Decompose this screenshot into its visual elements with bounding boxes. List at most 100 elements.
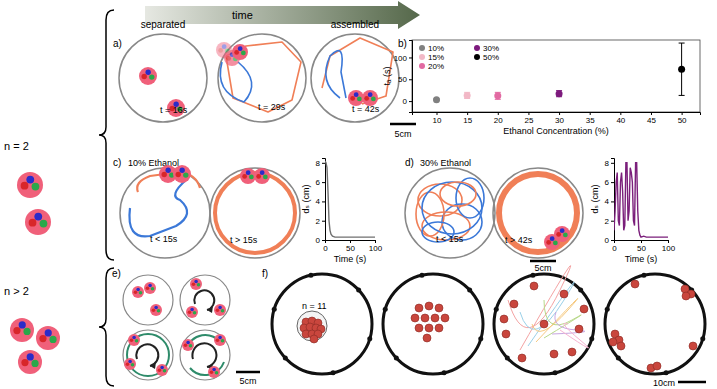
trajectory (215, 173, 295, 253)
particle-body (150, 304, 162, 316)
particle (128, 334, 140, 346)
particle-dot (216, 339, 220, 343)
particle-body (173, 165, 191, 183)
layout: timen = 2n > 2a)separatedassembledt = 16… (4, 1, 706, 388)
particle (653, 362, 661, 370)
arena (383, 274, 483, 374)
plot-area (325, 161, 375, 237)
plot-area (614, 163, 668, 237)
trajectory (499, 174, 577, 252)
particle (124, 358, 136, 370)
y-tick: 6 (605, 178, 614, 187)
particle-dot (128, 360, 132, 364)
particle (144, 282, 156, 294)
particle-dot (241, 51, 246, 56)
particle-dot (234, 50, 239, 55)
arena-marker (664, 370, 669, 375)
particle (580, 305, 588, 313)
particle-dot (226, 56, 231, 61)
arena-marker (394, 355, 399, 360)
particle-dot (21, 359, 28, 366)
x-tick-mark (350, 240, 351, 243)
y-tick-mark (409, 79, 412, 80)
legend-marker (419, 54, 425, 60)
arena-marker (605, 307, 610, 312)
arena-marker (589, 336, 594, 341)
error-cap (679, 95, 685, 96)
particle-dot (193, 311, 197, 315)
particle-dot (130, 339, 134, 343)
panel-label: f) (262, 268, 268, 279)
y-tick-mark (611, 240, 614, 241)
particle-body (139, 67, 157, 85)
y-tick: 0 (403, 97, 412, 106)
particle (232, 44, 248, 60)
legend-label: 10% (428, 44, 444, 53)
particle-body (554, 226, 570, 242)
particle-dot (160, 366, 164, 370)
stage-label: assembled (331, 19, 379, 30)
particle-dot (139, 291, 143, 295)
particle-dot (364, 96, 369, 101)
particle-dot (31, 360, 38, 367)
particle-dot (40, 220, 48, 228)
arena (494, 274, 594, 374)
x-tick-mark (651, 112, 652, 115)
y-tick: 2 (605, 217, 614, 226)
particle-dot (136, 288, 140, 292)
particle-dot (134, 291, 138, 295)
particle-dot (553, 241, 558, 246)
particle-dot (546, 240, 551, 245)
x-tick-mark (668, 240, 669, 243)
legend-marker (419, 63, 425, 69)
particle (411, 314, 419, 322)
particle (423, 334, 431, 342)
x-tick-mark (437, 112, 438, 115)
rotation-arrow (194, 290, 214, 310)
particle (682, 292, 690, 300)
y-tick-label: 6 (316, 178, 321, 187)
y-axis: 02468 (605, 159, 615, 246)
x-tick: 30 (555, 112, 564, 125)
point (556, 90, 563, 97)
arena-marker (419, 273, 424, 278)
scale-bar (678, 381, 706, 384)
particle (609, 338, 617, 346)
arena-marker (308, 273, 313, 278)
particle-dot (126, 363, 130, 367)
x-tick-mark (641, 240, 642, 243)
count-label: n = 11 (302, 301, 327, 311)
particle-body (10, 318, 34, 342)
y-tick-label: 8 (316, 159, 321, 168)
chart: 05010002468Time (s)dₛ (cm) (301, 159, 383, 265)
particle-dot (221, 339, 225, 343)
y-tick-label: 8 (605, 159, 610, 168)
particle-body (214, 334, 226, 346)
y-tick-mark (409, 57, 412, 58)
particle-dot (556, 232, 561, 237)
arena-marker (494, 307, 499, 312)
x-axis: 050100 (612, 240, 675, 253)
particle (518, 354, 526, 362)
particle-dot (27, 353, 34, 360)
time-stamp: t = 16s (160, 105, 188, 115)
scale-label: 10cm (653, 378, 675, 388)
y-tick-mark (611, 201, 614, 202)
y-tick: 100 (394, 54, 412, 63)
y-tick-label: 50 (398, 75, 407, 84)
particle (631, 280, 639, 288)
arena-marker (283, 355, 288, 360)
scale-bar (390, 123, 416, 126)
particle-body (17, 172, 43, 198)
particle-dot (256, 174, 261, 179)
particle (502, 330, 510, 338)
particle-dot (176, 172, 181, 177)
particle-body (144, 282, 156, 294)
y-tick: 4 (316, 197, 325, 206)
y-tick-label: 6 (605, 178, 610, 187)
arena (311, 34, 399, 122)
arrow-head (207, 306, 213, 313)
legend-marker (474, 45, 480, 51)
x-tick: 100 (369, 240, 383, 253)
x-axis-line (413, 113, 701, 116)
